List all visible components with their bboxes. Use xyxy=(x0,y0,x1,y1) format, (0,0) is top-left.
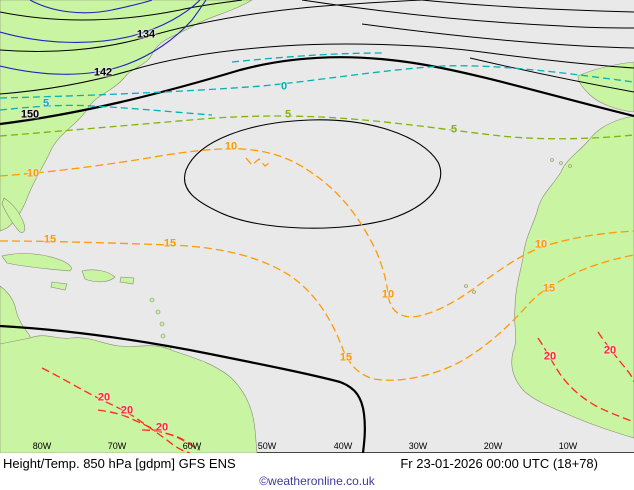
contour-label-height-142: 142 xyxy=(93,66,113,79)
temp-contour-15 xyxy=(0,240,634,381)
contour-label-height-150: 150 xyxy=(20,108,40,121)
land-africa xyxy=(511,115,634,439)
temp-contours-red xyxy=(41,331,634,453)
temp-contour-0 xyxy=(0,65,634,99)
height-contour-top-right xyxy=(361,23,634,49)
contour-label-height-134: 134 xyxy=(136,28,156,41)
land-canary-island xyxy=(550,158,554,162)
temp-contour-5-teal xyxy=(0,104,213,116)
contour-label-orange-10: 10 xyxy=(381,288,395,301)
height-contour-closed-cell xyxy=(184,119,442,229)
land-hispaniola xyxy=(81,269,116,283)
land-central-america xyxy=(0,285,31,345)
caption-bar: Height/Temp. 850 hPa [gdpm] GFS ENS Fr 2… xyxy=(0,453,634,474)
height-contour-134 xyxy=(0,0,423,52)
temp-contours-teal xyxy=(0,52,634,116)
contour-label-orange-10: 10 xyxy=(224,140,238,153)
land-jamaica xyxy=(50,281,68,291)
land-cape-verde-island xyxy=(472,290,476,294)
temp-contour-20-south-america xyxy=(97,409,199,451)
height-contour-142 xyxy=(0,43,634,95)
temp-contours-orange xyxy=(0,148,634,381)
contour-labels-layer: 134 142 150 0 5 5 5 10 10 10 10 15 15 15 15 20 20 20 20 20 xyxy=(20,28,617,434)
temp-contour-blue xyxy=(0,0,201,43)
lon-label-70W: 70W xyxy=(107,441,127,451)
contour-label-red-20: 20 xyxy=(155,421,169,434)
lon-label-30W: 30W xyxy=(408,441,428,451)
temp-contours-blue xyxy=(0,0,207,75)
contour-label-orange-15: 15 xyxy=(43,233,57,246)
contour-label-teal-0: 0 xyxy=(280,80,288,93)
lon-label-50W: 50W xyxy=(257,441,277,451)
temp-contour-20-africa xyxy=(597,331,634,383)
contour-label-orange-15: 15 xyxy=(339,351,353,364)
contour-label-green-5: 5 xyxy=(450,123,458,136)
map-canvas: 134 142 150 0 5 5 5 10 10 10 10 15 15 15 15 20 20 20 20 20 … xyxy=(0,0,634,453)
land-puerto-rico xyxy=(119,276,135,285)
height-contour-top-right xyxy=(421,0,634,13)
land-antilles-island xyxy=(160,333,166,339)
contour-label-teal-5: 5 xyxy=(42,97,50,110)
height-contour-top-right xyxy=(469,57,634,93)
temp-contour-5 xyxy=(0,115,634,140)
height-contour-bold-lower xyxy=(0,324,366,453)
land-antilles-island xyxy=(155,309,161,315)
temp-contour-10 xyxy=(0,148,634,318)
contour-label-orange-15: 15 xyxy=(163,237,177,250)
height-contour xyxy=(0,0,243,21)
land-layer xyxy=(0,0,634,453)
temp-contour-blue xyxy=(29,0,153,14)
caption-datetime: Fr 23-01-2026 00:00 UTC (18+78) xyxy=(400,456,598,471)
contour-label-orange-15: 15 xyxy=(542,282,556,295)
land-cuba xyxy=(1,253,72,272)
land-north-america xyxy=(0,0,253,232)
caption-title: Height/Temp. 850 hPa [gdpm] GFS ENS xyxy=(3,456,236,471)
contour-label-red-20: 20 xyxy=(603,344,617,357)
lon-label-80W: 80W xyxy=(32,441,52,451)
land-antilles-island xyxy=(159,321,165,327)
temp-contour-20-africa xyxy=(537,337,634,423)
temp-contour-20-south-america xyxy=(41,367,191,453)
lon-label-40W: 40W xyxy=(333,441,353,451)
temp-contour-20-south-america xyxy=(141,429,201,451)
temp-contours-green xyxy=(0,115,634,140)
land-canary-island xyxy=(568,164,572,168)
lon-label-10W: 10W xyxy=(558,441,578,451)
land-cape-verde-island xyxy=(464,284,468,288)
map-svg xyxy=(0,0,634,453)
land-florida xyxy=(1,197,26,233)
copyright-text: ©weatheronline.co.uk xyxy=(259,474,375,488)
temp-contour-blue xyxy=(0,0,207,75)
lon-label-20W: 20W xyxy=(483,441,503,451)
height-contour-top-right xyxy=(301,0,634,29)
contour-label-orange-10: 10 xyxy=(26,167,40,180)
land-antilles-island xyxy=(149,297,155,303)
longitude-labels-layer: 80W 70W 60W 50W 40W 30W 20W 10W xyxy=(32,441,578,451)
land-canary-island xyxy=(559,161,563,165)
temp-contour-10-squiggle xyxy=(245,157,273,167)
lon-label-60W: 60W xyxy=(182,441,202,451)
land-south-america xyxy=(0,335,258,453)
contour-label-red-20: 20 xyxy=(97,391,111,404)
contour-label-orange-10: 10 xyxy=(534,238,548,251)
contour-label-red-20: 20 xyxy=(543,350,557,363)
temp-contour-teal-top xyxy=(231,52,383,63)
contour-label-red-20: 20 xyxy=(120,404,134,417)
height-contour-bold-upper xyxy=(0,56,634,126)
height-contours xyxy=(0,0,634,453)
contour-label-green-5: 5 xyxy=(284,108,292,121)
